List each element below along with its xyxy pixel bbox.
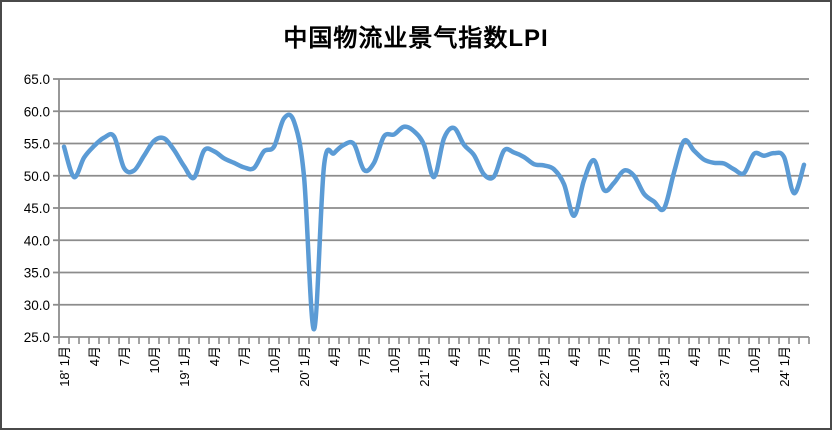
x-tick-label: 4月	[567, 346, 582, 366]
x-tick-label: 10月	[627, 346, 642, 373]
x-tick-label: 10月	[147, 346, 162, 373]
y-gridlines	[53, 78, 809, 338]
x-tick-label: 4月	[207, 346, 222, 366]
y-tick-label: 65.0	[24, 72, 50, 87]
x-tick-label: 7月	[357, 346, 372, 366]
y-tick-label: 35.0	[24, 266, 50, 281]
x-ticks	[58, 337, 810, 344]
x-tick-label: 7月	[117, 346, 132, 366]
x-tick-label: 7月	[477, 346, 492, 366]
x-tick-label: 21' 1月	[417, 346, 432, 387]
y-tick-label: 25.0	[24, 330, 50, 345]
x-tick-label: 10月	[507, 346, 522, 373]
y-tick-label: 40.0	[24, 233, 50, 248]
x-tick-label: 10月	[267, 346, 282, 373]
x-tick-label: 10月	[387, 346, 402, 373]
x-tick-labels: 18' 1月 4月 7月 10月 19' 1月 4月 7月 10月 20' 1月 4月 7月 10月 2…	[57, 346, 792, 387]
x-tick-label: 7月	[597, 346, 612, 366]
x-tick-label: 22' 1月	[537, 346, 552, 387]
y-tick-label: 30.0	[24, 298, 50, 313]
x-tick-label: 24' 1月	[777, 346, 792, 387]
lpi-line-series	[61, 112, 807, 332]
x-tick-label: 20' 1月	[297, 346, 312, 387]
x-tick-label: 23' 1月	[657, 346, 672, 387]
y-tick-labels: 65.0 60.0 55.0 50.0 45.0 40.0 35.0 30.0 25.0	[24, 72, 50, 345]
y-tick-label: 45.0	[24, 201, 50, 216]
x-tick-label: 7月	[237, 346, 252, 366]
x-tick-label: 4月	[447, 346, 462, 366]
chart-title: 中国物流业景气指数LPI	[283, 25, 549, 52]
x-tick-label: 4月	[687, 346, 702, 366]
x-tick-label: 18' 1月	[57, 346, 72, 387]
y-tick-label: 60.0	[24, 104, 50, 119]
axes	[58, 79, 809, 338]
x-tick-label: 19' 1月	[177, 346, 192, 387]
x-tick-label: 4月	[327, 346, 342, 366]
y-tick-label: 55.0	[24, 137, 50, 152]
x-tick-label: 4月	[87, 346, 102, 366]
y-tick-label: 50.0	[24, 169, 50, 184]
x-tick-label: 7月	[717, 346, 732, 366]
x-tick-label: 10月	[747, 346, 762, 373]
